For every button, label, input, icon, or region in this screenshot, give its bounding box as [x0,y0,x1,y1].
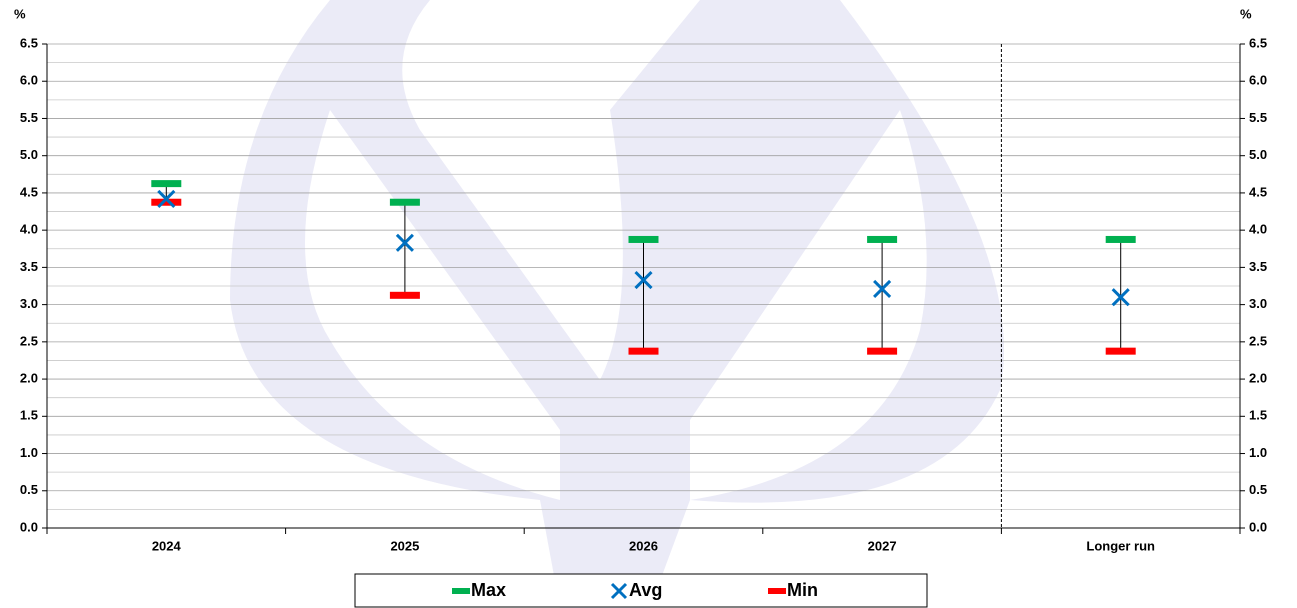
avg-marker [634,270,653,290]
x-tick-label: 2026 [629,538,658,553]
avg-marker [157,189,176,208]
y2-tick-label: 0.0 [1249,519,1267,534]
legend-label: Min [787,580,818,600]
y-tick-label: 1.5 [20,408,38,423]
y-tick-label: 6.5 [20,35,38,50]
legend-box [354,573,928,608]
y-tick-label: 0.5 [20,482,38,497]
y2-tick-label: 1.0 [1249,445,1267,460]
y2-tick-label: 2.0 [1249,371,1267,386]
min-marker [867,347,898,355]
x-tick-label: Longer run [1086,538,1155,553]
legend-swatch [768,588,786,594]
max-marker [151,180,182,188]
avg-marker [873,279,892,299]
y2-tick-label: 6.5 [1249,35,1267,50]
avg-marker [395,233,414,252]
legend-label: Avg [629,580,662,600]
y-tick-label: 0.0 [20,519,38,534]
y2-axis-label: % [1240,6,1252,21]
y-tick-label: 1.0 [20,445,38,460]
y-tick-label: 5.0 [20,147,38,162]
max-marker [628,235,659,243]
y-tick-label: 3.0 [20,296,38,311]
legend-label: Max [471,580,506,600]
legend-swatch [452,588,470,594]
y2-tick-label: 6.0 [1249,73,1267,88]
y-tick-label: 4.0 [20,222,38,237]
y2-tick-label: 0.5 [1249,482,1267,497]
y2-tick-label: 4.5 [1249,184,1267,199]
max-marker [389,198,420,206]
y-tick-label: 5.5 [20,110,38,125]
legend-swatch [610,582,628,600]
y-tick-label: 4.5 [20,184,38,199]
max-marker [867,235,898,243]
y-tick-label: 6.0 [20,73,38,88]
y-tick-label: 3.5 [20,259,38,274]
watermark [230,0,1005,608]
y-tick-label: 2.5 [20,333,38,348]
min-marker [628,347,659,355]
min-marker [1105,347,1136,355]
min-marker [151,198,182,206]
y2-tick-label: 2.5 [1249,333,1267,348]
y2-tick-label: 3.5 [1249,259,1267,274]
x-tick-label: 2024 [152,538,182,553]
max-marker [1105,235,1136,243]
y-axis-label: % [14,6,26,21]
y2-tick-label: 3.0 [1249,296,1267,311]
y2-tick-label: 5.0 [1249,147,1267,162]
x-tick-label: 2027 [868,538,897,553]
min-marker [389,291,420,299]
y2-tick-label: 4.0 [1249,222,1267,237]
x-tick-label: 2025 [390,538,419,553]
y2-tick-label: 5.5 [1249,110,1267,125]
y-tick-label: 2.0 [20,371,38,386]
avg-marker [1111,288,1130,307]
y2-tick-label: 1.5 [1249,408,1267,423]
